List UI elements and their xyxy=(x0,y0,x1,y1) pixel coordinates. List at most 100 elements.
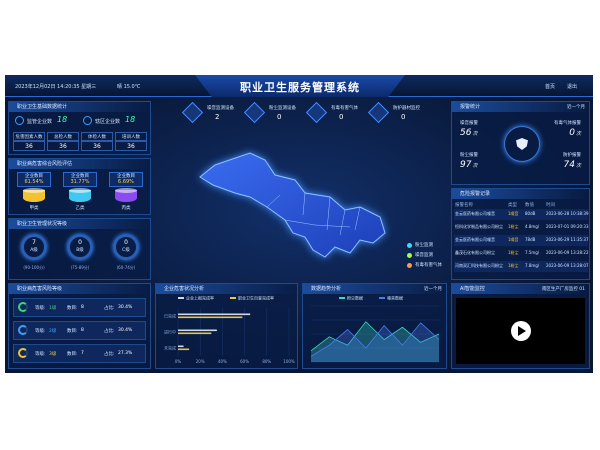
radar-ring xyxy=(504,126,540,162)
row-icon xyxy=(18,302,28,312)
alarm-label: 粉尘报警 xyxy=(460,153,478,158)
item-label: 企业数目 xyxy=(117,174,135,179)
row-bg xyxy=(13,298,146,317)
legend-pin xyxy=(407,243,412,248)
panel-title: 职业病危害综合风险评估 xyxy=(9,159,150,169)
bar xyxy=(178,316,243,319)
alarm-value: 0 xyxy=(569,128,575,138)
device-value: 0 xyxy=(339,113,344,121)
item-percent: 61.54% xyxy=(24,179,44,185)
alarm-value-row: 56次 xyxy=(460,128,477,138)
range-select[interactable]: 近一个月 xyxy=(424,287,442,292)
panel-title: 企业危害状况分析 xyxy=(156,284,297,294)
line xyxy=(310,321,440,352)
records-cell: 1噪音 xyxy=(508,237,519,242)
grade-name: B级 xyxy=(76,248,84,253)
records-cell: 金云医药有限公司噪音 xyxy=(455,237,495,242)
alarm-label: 有毒气体报警 xyxy=(554,121,581,126)
records-cell: 7.8mg/ xyxy=(525,263,540,268)
cylinder xyxy=(23,190,45,202)
grade-name: A级 xyxy=(30,248,38,253)
play-icon xyxy=(518,326,526,336)
row-bg xyxy=(13,344,146,363)
nav-logout[interactable]: 退出 xyxy=(567,84,578,90)
records-header: 报警名称 xyxy=(455,203,473,208)
table-header: 危害因素人数 xyxy=(13,132,45,141)
table-value: 36 xyxy=(47,141,79,151)
records-cell: 1粉尘 xyxy=(508,224,519,229)
map-legend: 有毒有害气体 xyxy=(415,263,442,268)
records-row xyxy=(454,235,588,246)
table-value: 36 xyxy=(115,141,147,151)
dashboard: 职业卫生服务管理系统 2023年12月02日 14:20:35 星期三 晴 15… xyxy=(5,75,593,373)
alarm-label: 防护报警 xyxy=(563,153,581,158)
risk-level-panel: 职业病危害风险等级 等级: 1级 数目: 8 占比: 30.4% 等级: 2级 数目: 8 占比: 30… xyxy=(8,283,151,369)
records-cell: 2023-06-29 11:35:37 xyxy=(546,237,589,242)
share-label: 占比: xyxy=(104,329,115,334)
cylinder xyxy=(115,190,137,202)
ring xyxy=(21,234,47,260)
level-value: 2级 xyxy=(49,329,57,334)
legend-swatch xyxy=(339,297,345,299)
label-box xyxy=(63,172,97,187)
area xyxy=(311,321,439,362)
count-label: 数目: xyxy=(67,306,78,311)
share-value: 30.4% xyxy=(118,305,133,310)
alarm-value: 56 xyxy=(460,128,472,138)
device-icon xyxy=(367,101,390,124)
table-header: 体检人数 xyxy=(81,132,113,141)
device-value: 2 xyxy=(215,113,220,121)
item-label: 企业数目 xyxy=(25,174,43,179)
ring xyxy=(113,234,139,260)
item-percent: 6.69% xyxy=(118,179,134,185)
table-header: 培训人数 xyxy=(115,132,147,141)
count-value: 8 xyxy=(81,328,84,333)
basic-stats-panel: 职业卫生基础数据统计 监管企业数 18 辖区企业数 18 危害因素人数 36 总检人数 36 体检… xyxy=(8,101,151,155)
bar xyxy=(178,329,217,332)
count-label: 数目: xyxy=(67,352,78,357)
bar xyxy=(178,332,212,335)
legend-swatch xyxy=(178,297,184,299)
device-icon xyxy=(181,101,204,124)
records-cell: 1粉尘 xyxy=(508,250,519,255)
title-plate xyxy=(195,75,405,97)
records-header: 数值 xyxy=(525,203,534,208)
records-cell: 2023-06-09 13:28:07 xyxy=(546,263,589,268)
management-grade-panel: 职业卫生管理状况等级 7 A级 (90-100分) 0 B级 (75-89分) 0 C级 (60-… xyxy=(8,218,151,280)
records-cell: 2023-07-01 09:20:33 xyxy=(546,224,589,229)
label-box xyxy=(109,172,143,187)
camera-name[interactable]: 南区生产厂房监控 01 xyxy=(541,287,585,292)
level-label: 等级: xyxy=(35,306,46,311)
records-row xyxy=(454,261,588,272)
panel-title: AI智能监控 xyxy=(452,284,589,294)
panel-title: 数据趋势分析 xyxy=(303,284,446,294)
panel-title: 职业卫生基础数据统计 xyxy=(9,102,150,112)
counter-label: 监管企业数 xyxy=(27,119,53,125)
records-cell: 80dB xyxy=(525,211,536,216)
x-tick-label: 80% xyxy=(262,359,271,364)
table-value: 36 xyxy=(81,141,113,151)
x-tick-label: 100% xyxy=(283,359,295,364)
grade-range: (90-100分) xyxy=(23,265,45,270)
grade-range: (60-74分) xyxy=(116,265,136,270)
cylinder-top xyxy=(23,188,45,193)
panel-title: 职业卫生管理状况等级 xyxy=(9,219,150,229)
records-header: 类型 xyxy=(508,203,517,208)
level-value: 3级 xyxy=(49,352,57,357)
trend-panel: 数据趋势分析 近一个月 粉尘数据 噪音数据 xyxy=(302,283,447,369)
alarm-value-row: 74次 xyxy=(564,160,581,170)
item-level: 丙类 xyxy=(121,206,131,211)
share-value: 27.3% xyxy=(118,351,133,356)
line xyxy=(310,322,440,357)
records-cell: 1噪音 xyxy=(508,211,519,216)
bar xyxy=(178,345,184,348)
range-select[interactable]: 近一个月 xyxy=(567,105,585,110)
table-header: 总检人数 xyxy=(47,132,79,141)
device-value: 0 xyxy=(401,113,406,121)
risk-assessment-panel: 职业病危害综合风险评估 企业数目 61.54% 甲类 企业数目 31.77% 乙类 企业数目 6… xyxy=(8,158,151,215)
records-cell: 2023-06-28 10:38:39 xyxy=(546,211,589,216)
grade-range: (75-89分) xyxy=(70,265,90,270)
device-label: 噪音监测设备 xyxy=(207,106,234,111)
nav-home[interactable]: 首页 xyxy=(545,84,556,90)
x-tick-label: 0% xyxy=(175,359,182,364)
